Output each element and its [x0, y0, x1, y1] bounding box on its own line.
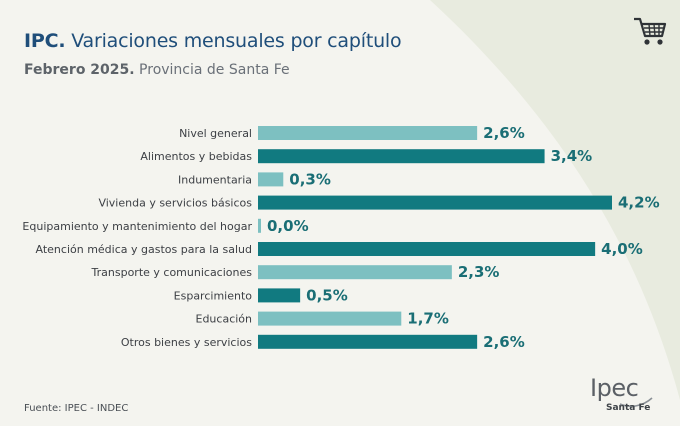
bar: [258, 311, 402, 326]
value-label: 0,5%: [306, 286, 348, 304]
bar: [258, 334, 478, 349]
value-label: 2,3%: [458, 263, 500, 281]
value-label: 2,6%: [483, 333, 525, 351]
shopping-cart-icon: [634, 17, 667, 45]
title-bold: IPC.: [24, 30, 66, 52]
category-label: Alimentos y bebidas: [140, 150, 252, 163]
value-label: 0,3%: [289, 170, 331, 188]
page-subtitle: Febrero 2025. Provincia de Santa Fe: [24, 62, 290, 78]
bar: [258, 195, 612, 210]
category-label: Indumentaria: [178, 173, 252, 186]
subtitle-bold: Febrero 2025.: [24, 62, 135, 78]
bar: [258, 126, 478, 140]
subtitle-rest: Provincia de Santa Fe: [134, 62, 290, 78]
logo-swoosh: [619, 397, 653, 407]
value-label: 4,2%: [618, 194, 660, 212]
category-label: Transporte y comunicaciones: [91, 266, 253, 279]
category-label: Esparcimiento: [174, 289, 253, 302]
category-label: Vivienda y servicios básicos: [98, 197, 252, 210]
value-label: 2,6%: [483, 124, 525, 142]
bar: [258, 265, 452, 280]
value-label: 1,7%: [407, 310, 449, 328]
bar: [258, 172, 284, 187]
page-title: IPC. Variaciones mensuales por capítulo: [24, 30, 402, 52]
title-rest: Variaciones mensuales por capítulo: [65, 30, 402, 52]
logo-main-text: Ipec: [590, 374, 639, 402]
category-label: Otros bienes y servicios: [121, 336, 252, 349]
source-note: Fuente: IPEC - INDEC: [24, 403, 129, 414]
bar: [258, 288, 301, 303]
category-label: Equipamiento y mantenimiento del hogar: [22, 220, 252, 233]
category-label: Educación: [196, 313, 253, 326]
value-label: 0,0%: [267, 217, 309, 235]
bar-chart: Nivel general 2,6% Alimentos y bebidas 3,4%…: [22, 124, 660, 351]
ipec-logo: Ipec Santa Fe: [590, 376, 662, 416]
category-label: Nivel general: [179, 127, 252, 140]
logo-sub-text: Santa Fe: [606, 403, 651, 413]
bar: [258, 218, 261, 233]
value-label: 4,0%: [601, 240, 643, 258]
bar: [258, 149, 545, 164]
bar: [258, 242, 596, 256]
category-label: Atención médica y gastos para la salud: [36, 243, 252, 256]
value-label: 3,4%: [551, 147, 593, 165]
